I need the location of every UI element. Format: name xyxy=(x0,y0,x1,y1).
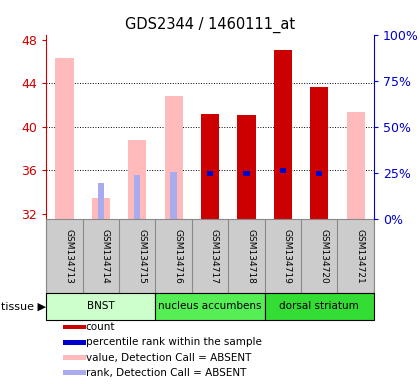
Bar xyxy=(155,293,265,320)
Title: GDS2344 / 1460111_at: GDS2344 / 1460111_at xyxy=(125,17,295,33)
Text: GSM134720: GSM134720 xyxy=(319,228,328,283)
Bar xyxy=(280,168,286,173)
Bar xyxy=(63,371,86,375)
Text: GSM134714: GSM134714 xyxy=(101,228,110,283)
Bar xyxy=(128,140,146,219)
Bar xyxy=(63,340,86,344)
Text: dorsal striatum: dorsal striatum xyxy=(279,301,359,311)
Text: percentile rank within the sample: percentile rank within the sample xyxy=(86,338,261,348)
Text: GSM134721: GSM134721 xyxy=(356,228,365,283)
Text: GSM134713: GSM134713 xyxy=(64,228,74,283)
Bar xyxy=(201,114,219,219)
Text: GSM134719: GSM134719 xyxy=(283,228,292,283)
Bar xyxy=(243,171,249,176)
Text: GSM134718: GSM134718 xyxy=(247,228,255,283)
Bar xyxy=(97,183,104,219)
Text: BNST: BNST xyxy=(87,301,115,311)
Text: GSM134715: GSM134715 xyxy=(137,228,146,283)
Text: rank, Detection Call = ABSENT: rank, Detection Call = ABSENT xyxy=(86,367,246,377)
Bar xyxy=(55,58,74,219)
Bar xyxy=(274,50,292,219)
Text: GSM134716: GSM134716 xyxy=(173,228,183,283)
Text: tissue ▶: tissue ▶ xyxy=(1,301,46,311)
Text: value, Detection Call = ABSENT: value, Detection Call = ABSENT xyxy=(86,353,251,362)
Bar xyxy=(92,199,110,219)
Text: count: count xyxy=(86,322,115,332)
Bar xyxy=(171,172,177,219)
Bar xyxy=(46,293,155,320)
Bar xyxy=(207,171,213,176)
Bar xyxy=(63,356,86,360)
Bar xyxy=(134,175,140,219)
Text: GSM134717: GSM134717 xyxy=(210,228,219,283)
Text: nucleus accumbens: nucleus accumbens xyxy=(158,301,262,311)
Bar xyxy=(237,115,255,219)
Bar xyxy=(165,96,183,219)
Bar xyxy=(316,171,323,176)
Bar xyxy=(346,112,365,219)
Bar xyxy=(265,293,374,320)
Bar xyxy=(310,87,328,219)
Bar xyxy=(63,325,86,329)
